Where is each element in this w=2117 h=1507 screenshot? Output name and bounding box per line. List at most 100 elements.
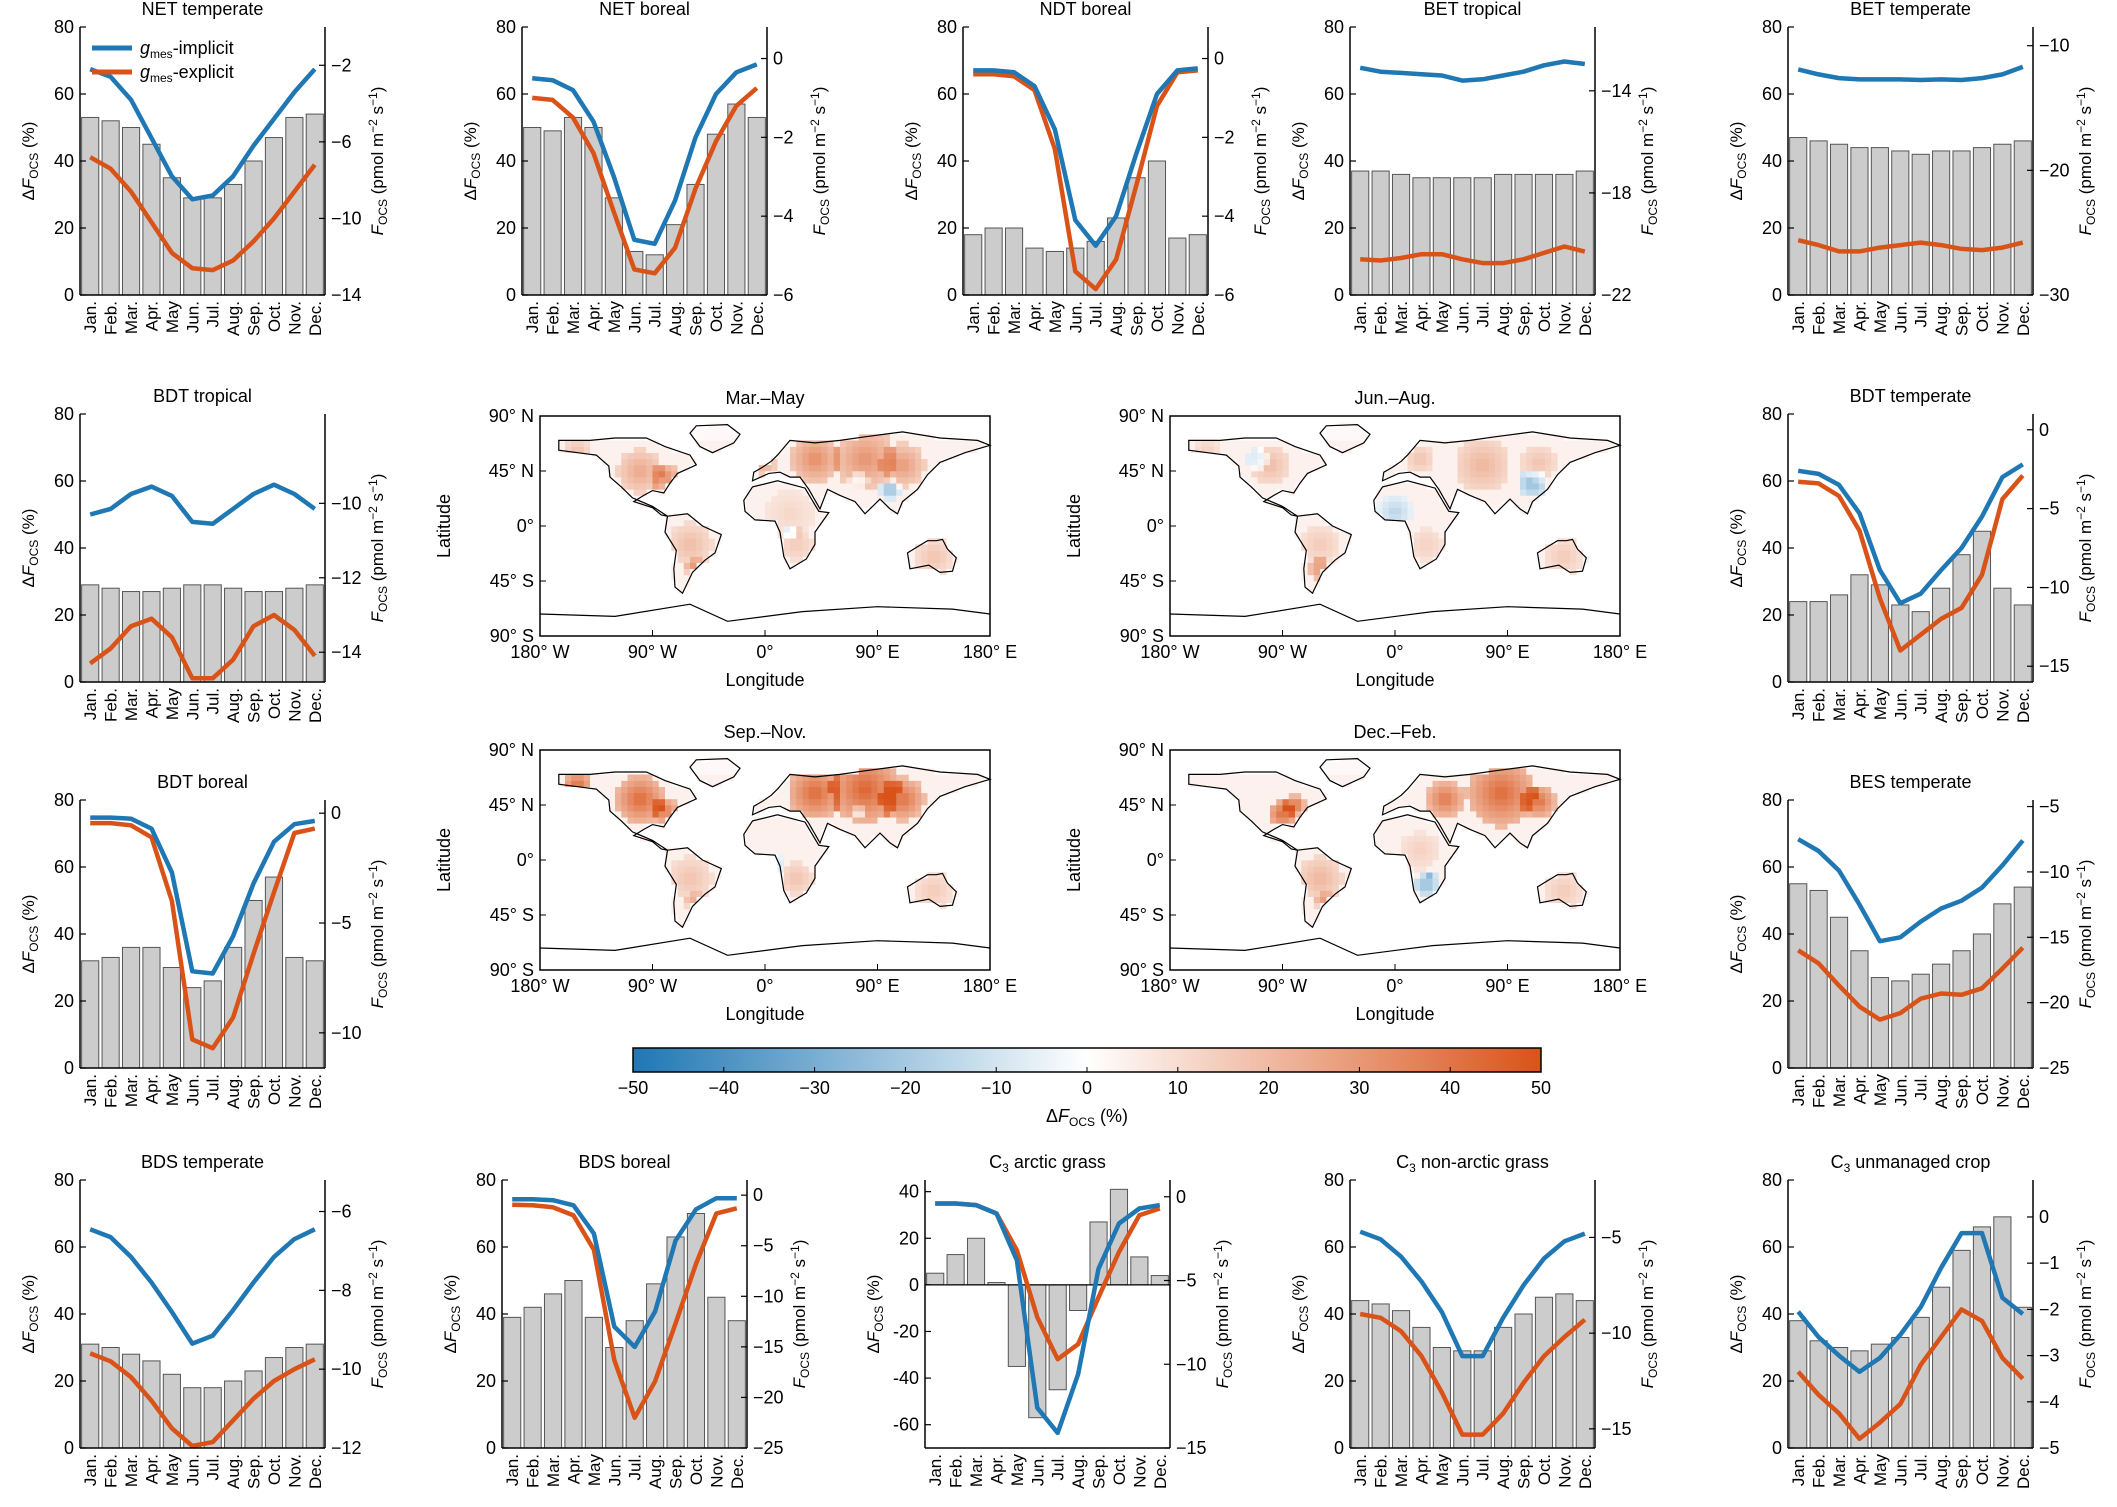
panel-title: C3 unmanaged crop	[1831, 1152, 1991, 1175]
map-cell	[1451, 489, 1458, 496]
implicit-line	[90, 815, 316, 976]
map-cell	[752, 805, 760, 812]
map-cell	[633, 489, 641, 496]
map-cell	[802, 526, 810, 533]
map-cell	[690, 428, 697, 435]
map-cell	[833, 477, 841, 484]
ocs-subscript: OCS	[1297, 153, 1311, 179]
map-cell	[627, 805, 635, 812]
map-cell	[1563, 446, 1571, 453]
map-cell	[1520, 489, 1527, 496]
map-cell	[1313, 556, 1321, 563]
map-cell	[852, 780, 860, 787]
map-cell	[1488, 440, 1496, 447]
map-cell	[1488, 835, 1496, 842]
map-cell	[1413, 550, 1421, 557]
right-tick-label: −5	[331, 913, 352, 933]
map-cell	[1270, 786, 1277, 794]
map-cell	[1538, 805, 1546, 812]
map-cell	[627, 811, 635, 818]
map-cell	[877, 446, 885, 453]
explicit-line	[1798, 474, 2025, 653]
map-cell	[752, 501, 760, 508]
map-cell	[621, 805, 628, 812]
map-cell	[1538, 823, 1546, 830]
map-cell	[802, 841, 810, 849]
month-label: Jan.	[523, 301, 542, 333]
map-cell	[1426, 823, 1433, 830]
panel-title: C3 arctic grass	[989, 1152, 1106, 1175]
map-cell	[1326, 526, 1333, 533]
map-cell	[1395, 841, 1402, 849]
map-cell	[1251, 440, 1258, 447]
map-title: Dec.–Feb.	[1353, 722, 1436, 742]
superscript: −2	[2074, 892, 2088, 906]
map-cell	[915, 768, 922, 775]
left-tick-label: 40	[899, 1182, 919, 1202]
flux-unit: (pmol m	[1213, 1286, 1232, 1352]
superscript: −2	[2074, 1272, 2088, 1286]
month-label: Jun.	[1891, 1074, 1910, 1106]
map-cell	[758, 507, 766, 515]
ocs-subscript: OCS	[910, 153, 924, 179]
flux-unit: (pmol m	[368, 520, 387, 586]
map-cell	[1345, 434, 1352, 441]
map-cell	[721, 756, 728, 763]
map-cell	[827, 464, 835, 472]
map-cell	[858, 458, 866, 466]
map-cell	[752, 835, 760, 842]
map-cell	[702, 526, 710, 533]
map-cell	[627, 452, 635, 460]
explicit-line	[88, 612, 317, 681]
map-cell	[1251, 458, 1258, 466]
map-cell	[652, 798, 660, 806]
title-text: BDT boreal	[157, 772, 248, 792]
map-cell	[865, 440, 872, 447]
month-label: Jan.	[964, 301, 983, 333]
map-cell	[1545, 483, 1552, 490]
map-cell	[1345, 774, 1352, 781]
title-text: unmanaged crop	[1850, 1152, 1990, 1172]
map-cell	[702, 860, 710, 867]
map-cell	[752, 489, 760, 496]
map-cell	[790, 464, 797, 472]
map-cell	[1557, 440, 1565, 447]
map-cell	[1507, 471, 1515, 478]
map-cell	[1563, 786, 1571, 794]
delta: Δ	[461, 189, 480, 200]
map-cell	[1463, 477, 1471, 484]
map-cell	[715, 434, 722, 441]
f-symbol: F	[1213, 1376, 1232, 1388]
map-cell	[1263, 817, 1271, 824]
map-cell	[1401, 798, 1408, 806]
map-cell	[808, 823, 816, 830]
map-cell	[1526, 483, 1533, 490]
map-cell	[1263, 464, 1271, 472]
right-tick-label: −2	[331, 55, 352, 75]
bar	[1555, 173, 1574, 296]
map-cell	[696, 860, 703, 867]
map-cell	[683, 878, 691, 885]
map-cell	[877, 780, 885, 787]
lon-tick-label: 180° W	[510, 976, 569, 996]
map-cell	[1413, 805, 1421, 812]
map-cell	[927, 798, 935, 806]
delta: Δ	[441, 1342, 460, 1353]
map-cell	[721, 774, 728, 781]
map-cell	[1395, 817, 1402, 824]
map-cell	[1476, 483, 1483, 490]
map-cell	[1295, 532, 1302, 539]
left-axis-label: ΔFOCS (%)	[19, 895, 41, 974]
map-cell	[1526, 780, 1533, 787]
map-cell	[896, 440, 903, 447]
lon-tick-label: 180° W	[510, 642, 569, 662]
map-cell	[846, 805, 853, 812]
map-cell	[1470, 792, 1477, 800]
map-cell	[1345, 440, 1352, 447]
map-cell	[646, 483, 653, 490]
map-cell	[1526, 817, 1533, 824]
month-label: May	[163, 301, 182, 334]
map-cell	[565, 780, 572, 787]
